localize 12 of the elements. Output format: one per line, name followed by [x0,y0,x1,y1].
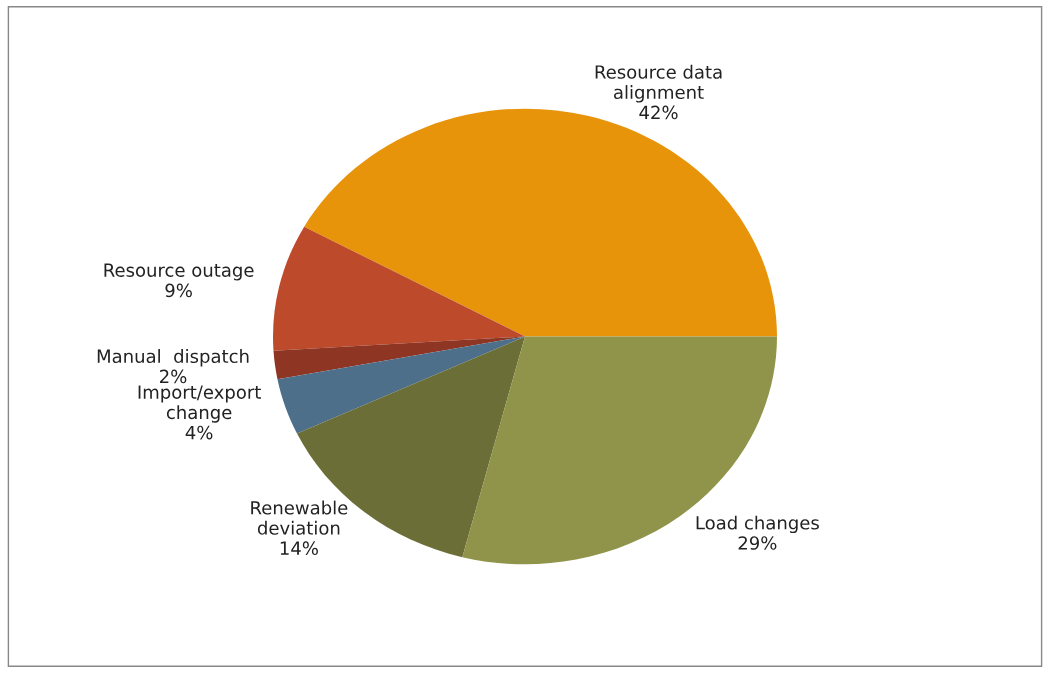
data-label: 29% [738,536,777,550]
slice-label: Renewable deviation [251,500,348,535]
data-label: 2% [160,369,187,384]
data-label: 42% [639,105,678,120]
slice-label: Import/export change [138,385,261,423]
data-label: 14% [280,541,318,556]
slice-label: Resource data alignment [595,64,722,103]
data-label: 4% [185,425,213,440]
slice-label: Manual dispatch [97,349,249,367]
slice-label: Resource outage [104,263,254,281]
slice-label: Load changes [696,515,819,534]
data-label: 9% [165,283,192,298]
